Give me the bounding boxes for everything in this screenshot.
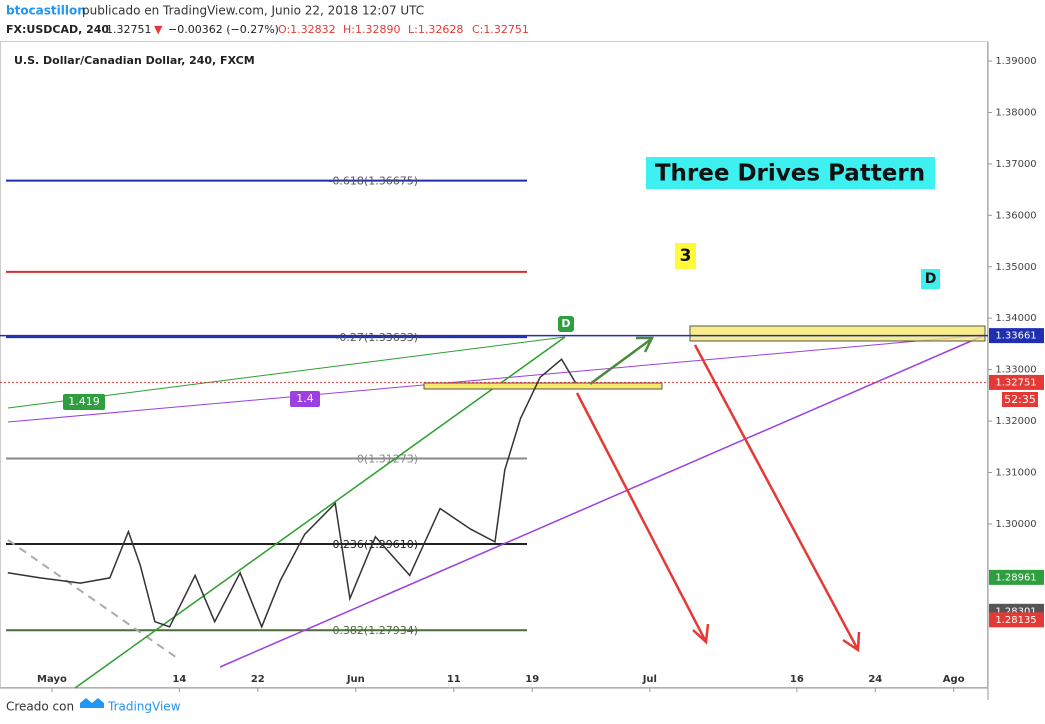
countdown: 52:35 bbox=[1004, 393, 1036, 406]
ratio: 1.419 bbox=[68, 395, 100, 408]
x-tick-label: 16 bbox=[790, 674, 804, 685]
y-tick-label: 1.34000 bbox=[995, 313, 1036, 324]
y-tick-label: 1.38000 bbox=[995, 107, 1036, 118]
arrow bbox=[693, 344, 861, 653]
label-box bbox=[63, 394, 105, 410]
label-box bbox=[290, 391, 320, 407]
fib-label: 0(1.31273) bbox=[357, 452, 418, 465]
open: O:1.32832 bbox=[278, 23, 336, 36]
arrow: ▼ bbox=[154, 23, 163, 36]
y-tick-label: 1.35000 bbox=[995, 262, 1036, 273]
fib-label: -0.27(1.33633) bbox=[335, 331, 418, 344]
price-tag bbox=[989, 374, 1044, 390]
close: C:1.32751 bbox=[472, 23, 529, 36]
label-box bbox=[921, 269, 940, 289]
y-tick-label: 1.36000 bbox=[995, 210, 1036, 221]
last: 1.32751 bbox=[106, 23, 152, 36]
fib-label: -0.618(1.36675) bbox=[328, 175, 418, 188]
price-tag bbox=[989, 612, 1044, 628]
fib-label: 0.236(1.29610) bbox=[332, 538, 418, 551]
logo[interactable] bbox=[80, 698, 104, 708]
low: L:1.32628 bbox=[408, 23, 463, 36]
x-tick-label: 24 bbox=[868, 674, 882, 685]
price-tag-label: 1.28301 bbox=[995, 606, 1036, 617]
change: −0.00362 (−0.27%) bbox=[168, 23, 279, 36]
ratio: 1.4 bbox=[296, 392, 314, 405]
y-tick-label: 1.33000 bbox=[995, 365, 1036, 376]
x-tick-label: 14 bbox=[172, 674, 186, 685]
zone bbox=[423, 382, 663, 390]
symbol: FX:USDCAD, 240 bbox=[6, 23, 109, 36]
footer-text: Creado con bbox=[6, 700, 74, 714]
price-tag-label: 1.32751 bbox=[995, 377, 1036, 388]
trend-line bbox=[7, 334, 986, 423]
point-d: D bbox=[925, 271, 937, 287]
arrow bbox=[575, 392, 710, 645]
x-tick-label: 22 bbox=[251, 674, 265, 685]
annotation-box bbox=[646, 157, 935, 189]
label-box bbox=[558, 316, 574, 332]
y-tick-label: 1.32000 bbox=[995, 416, 1036, 427]
arrow bbox=[589, 336, 655, 386]
price-tag-label: 1.33661 bbox=[995, 331, 1036, 342]
x-tick-label: Jul bbox=[642, 674, 657, 685]
label-box bbox=[675, 243, 696, 269]
x-tick-label: 19 bbox=[525, 674, 539, 685]
published: publicado en TradingView.com, Junio 22, … bbox=[82, 4, 424, 18]
price-tag bbox=[989, 328, 1044, 344]
x-tick-label: Mayo bbox=[37, 674, 67, 685]
x-tick-label: Jun bbox=[346, 674, 365, 685]
trend-line bbox=[219, 334, 986, 668]
price-tag-label: 1.28135 bbox=[995, 615, 1036, 626]
y-tick-label: 1.31000 bbox=[995, 467, 1036, 478]
dashed-line bbox=[7, 539, 181, 661]
y-tick-label: 1.39000 bbox=[995, 56, 1036, 67]
chart-title: U.S. Dollar/Canadian Dollar, 240, FXCM bbox=[14, 54, 255, 67]
high: H:1.32890 bbox=[343, 23, 400, 36]
zone bbox=[689, 325, 986, 342]
y-tick-label: 1.30000 bbox=[995, 519, 1036, 530]
drive: 3 bbox=[680, 246, 692, 266]
point-d: D bbox=[561, 317, 570, 330]
brand[interactable]: TradingView bbox=[107, 700, 181, 714]
x-tick-label: Ago bbox=[943, 674, 965, 685]
author[interactable]: btocastillon bbox=[6, 4, 86, 18]
price-line bbox=[7, 358, 577, 629]
trend-line bbox=[74, 336, 566, 689]
price-tag bbox=[989, 569, 1044, 585]
x-tick-label: 11 bbox=[447, 674, 461, 685]
price-tag-label: 1.28961 bbox=[995, 572, 1036, 583]
annotation: Three Drives Pattern bbox=[655, 161, 925, 187]
y-tick-label: 1.37000 bbox=[995, 159, 1036, 170]
fib-label: 0.382(1.27934) bbox=[332, 624, 418, 637]
countdown-box bbox=[1002, 392, 1038, 407]
